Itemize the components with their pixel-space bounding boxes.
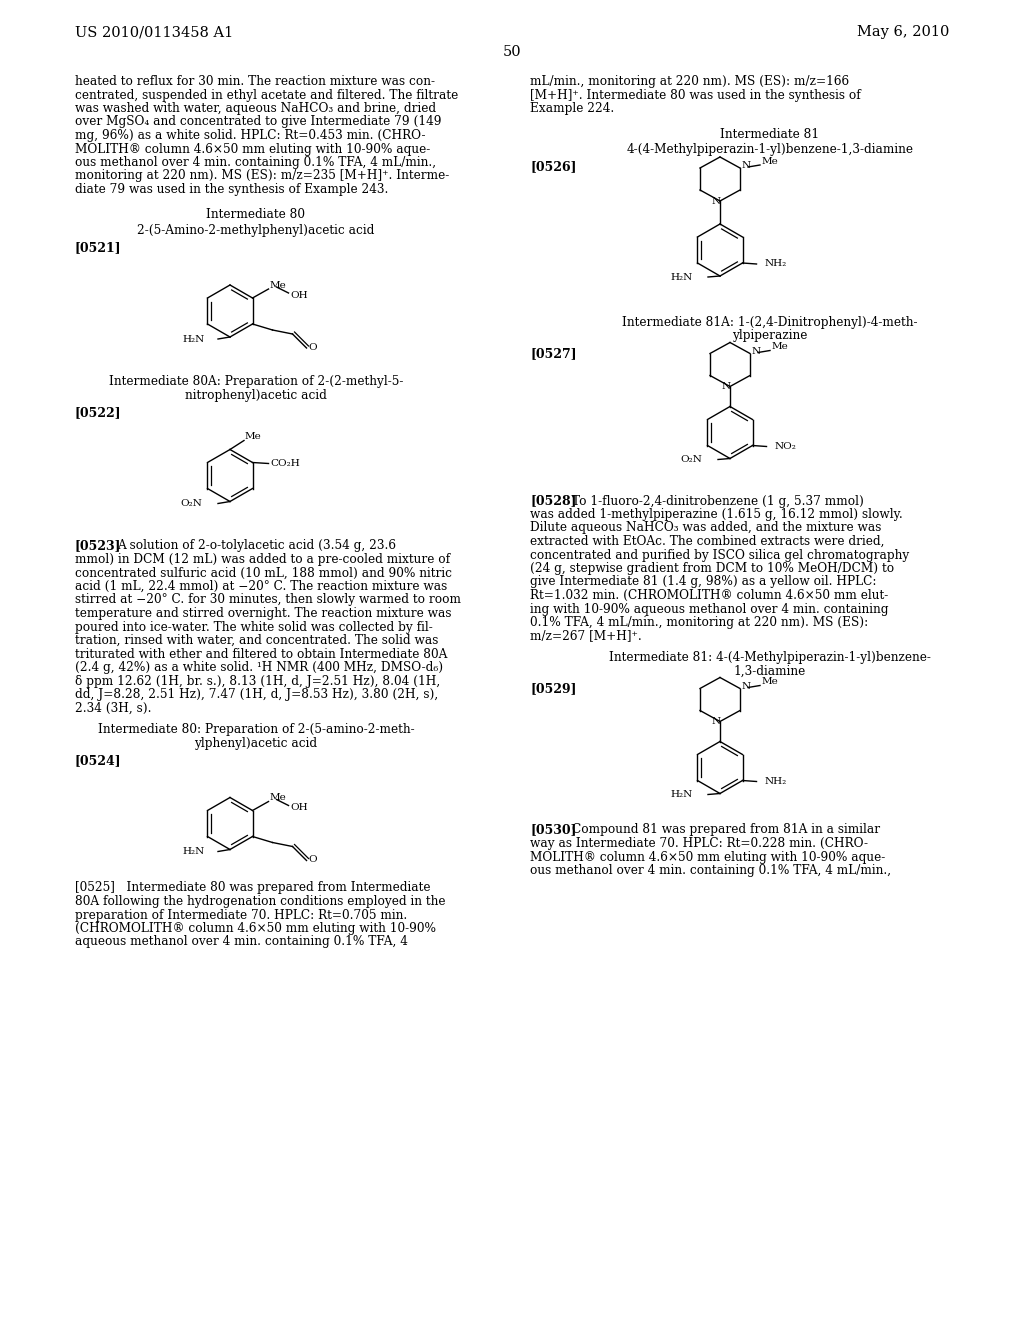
Text: OH: OH [291,803,308,812]
Text: m/z=267 [M+H]⁺.: m/z=267 [M+H]⁺. [530,630,642,643]
Text: (2.4 g, 42%) as a white solid. ¹H NMR (400 MHz, DMSO-d₆): (2.4 g, 42%) as a white solid. ¹H NMR (4… [75,661,443,675]
Text: H₂N: H₂N [670,789,692,799]
Text: tration, rinsed with water, and concentrated. The solid was: tration, rinsed with water, and concentr… [75,634,438,647]
Text: Me: Me [762,677,778,686]
Text: N: N [752,347,761,356]
Text: 4-(4-Methylpiperazin-1-yl)benzene-1,3-diamine: 4-(4-Methylpiperazin-1-yl)benzene-1,3-di… [627,143,913,156]
Text: stirred at −20° C. for 30 minutes, then slowly warmed to room: stirred at −20° C. for 30 minutes, then … [75,594,461,606]
Text: Dilute aqueous NaHCO₃ was added, and the mixture was: Dilute aqueous NaHCO₃ was added, and the… [530,521,882,535]
Text: heated to reflux for 30 min. The reaction mixture was con-: heated to reflux for 30 min. The reactio… [75,75,435,88]
Text: 0.1% TFA, 4 mL/min., monitoring at 220 nm). MS (ES):: 0.1% TFA, 4 mL/min., monitoring at 220 n… [530,616,868,630]
Text: concentrated sulfuric acid (10 mL, 188 mmol) and 90% nitric: concentrated sulfuric acid (10 mL, 188 m… [75,566,452,579]
Text: H₂N: H₂N [670,272,692,281]
Text: Intermediate 81: 4-(4-Methylpiperazin-1-yl)benzene-: Intermediate 81: 4-(4-Methylpiperazin-1-… [609,651,931,664]
Text: O: O [308,342,317,351]
Text: acid (1 mL, 22.4 mmol) at −20° C. The reaction mixture was: acid (1 mL, 22.4 mmol) at −20° C. The re… [75,579,447,593]
Text: N: N [712,197,721,206]
Text: poured into ice-water. The white solid was collected by fil-: poured into ice-water. The white solid w… [75,620,433,634]
Text: [0526]: [0526] [530,161,577,173]
Text: Me: Me [762,157,778,165]
Text: give Intermediate 81 (1.4 g, 98%) as a yellow oil. HPLC:: give Intermediate 81 (1.4 g, 98%) as a y… [530,576,877,589]
Text: MOLITH® column 4.6×50 mm eluting with 10-90% aque-: MOLITH® column 4.6×50 mm eluting with 10… [530,850,886,863]
Text: CO₂H: CO₂H [270,459,300,469]
Text: centrated, suspended in ethyl acetate and filtered. The filtrate: centrated, suspended in ethyl acetate an… [75,88,459,102]
Text: dd, J=8.28, 2.51 Hz), 7.47 (1H, d, J=8.53 Hz), 3.80 (2H, s),: dd, J=8.28, 2.51 Hz), 7.47 (1H, d, J=8.5… [75,688,438,701]
Text: [M+H]⁺. Intermediate 80 was used in the synthesis of: [M+H]⁺. Intermediate 80 was used in the … [530,88,861,102]
Text: temperature and stirred overnight. The reaction mixture was: temperature and stirred overnight. The r… [75,607,452,620]
Text: Me: Me [245,432,262,441]
Text: ous methanol over 4 min. containing 0.1% TFA, 4 mL/min.,: ous methanol over 4 min. containing 0.1%… [75,156,436,169]
Text: N: N [722,381,730,391]
Text: 2.34 (3H, s).: 2.34 (3H, s). [75,701,152,714]
Text: Intermediate 80A: Preparation of 2-(2-methyl-5-: Intermediate 80A: Preparation of 2-(2-me… [109,375,403,388]
Text: extracted with EtOAc. The combined extracts were dried,: extracted with EtOAc. The combined extra… [530,535,885,548]
Text: (CHROMOLITH® column 4.6×50 mm eluting with 10-90%: (CHROMOLITH® column 4.6×50 mm eluting wi… [75,921,436,935]
Text: O₂N: O₂N [680,455,701,465]
Text: diate 79 was used in the synthesis of Example 243.: diate 79 was used in the synthesis of Ex… [75,183,388,195]
Text: Intermediate 81: Intermediate 81 [721,128,819,140]
Text: May 6, 2010: May 6, 2010 [857,25,949,40]
Text: mg, 96%) as a white solid. HPLC: Rt=0.453 min. (CHRO-: mg, 96%) as a white solid. HPLC: Rt=0.45… [75,129,426,143]
Text: To 1-fluoro-2,4-dinitrobenzene (1 g, 5.37 mmol): To 1-fluoro-2,4-dinitrobenzene (1 g, 5.3… [572,495,864,507]
Text: Intermediate 80: Intermediate 80 [207,209,305,222]
Text: Intermediate 80: Preparation of 2-(5-amino-2-meth-: Intermediate 80: Preparation of 2-(5-ami… [97,723,415,737]
Text: Rt=1.032 min. (CHROMOLITH® column 4.6×50 mm elut-: Rt=1.032 min. (CHROMOLITH® column 4.6×50… [530,589,888,602]
Text: [0523]: [0523] [75,540,122,553]
Text: was added 1-methylpiperazine (1.615 g, 16.12 mmol) slowly.: was added 1-methylpiperazine (1.615 g, 1… [530,508,903,521]
Text: [0522]: [0522] [75,407,122,418]
Text: 50: 50 [503,45,521,59]
Text: ylpiperazine: ylpiperazine [732,330,808,342]
Text: preparation of Intermediate 70. HPLC: Rt=0.705 min.: preparation of Intermediate 70. HPLC: Rt… [75,908,408,921]
Text: NO₂: NO₂ [774,442,797,451]
Text: [0525]   Intermediate 80 was prepared from Intermediate: [0525] Intermediate 80 was prepared from… [75,882,430,895]
Text: was washed with water, aqueous NaHCO₃ and brine, dried: was washed with water, aqueous NaHCO₃ an… [75,102,436,115]
Text: Example 224.: Example 224. [530,102,614,115]
Text: US 2010/0113458 A1: US 2010/0113458 A1 [75,25,233,40]
Text: aqueous methanol over 4 min. containing 0.1% TFA, 4: aqueous methanol over 4 min. containing … [75,936,408,949]
Text: δ ppm 12.62 (1H, br. s.), 8.13 (1H, d, J=2.51 Hz), 8.04 (1H,: δ ppm 12.62 (1H, br. s.), 8.13 (1H, d, J… [75,675,440,688]
Text: Me: Me [269,793,287,803]
Text: mL/min., monitoring at 220 nm). MS (ES): m/z=166: mL/min., monitoring at 220 nm). MS (ES):… [530,75,849,88]
Text: Me: Me [269,281,287,289]
Text: Intermediate 81A: 1-(2,4-Dinitrophenyl)-4-meth-: Intermediate 81A: 1-(2,4-Dinitrophenyl)-… [623,315,918,329]
Text: monitoring at 220 nm). MS (ES): m/z=235 [M+H]⁺. Interme-: monitoring at 220 nm). MS (ES): m/z=235 … [75,169,450,182]
Text: NH₂: NH₂ [765,777,786,785]
Text: N: N [712,717,721,726]
Text: [0529]: [0529] [530,682,577,696]
Text: 2-(5-Amino-2-methylphenyl)acetic acid: 2-(5-Amino-2-methylphenyl)acetic acid [137,224,375,238]
Text: N: N [742,682,752,690]
Text: 1,3-diamine: 1,3-diamine [734,664,806,677]
Text: Me: Me [772,342,788,351]
Text: [0528]: [0528] [530,495,577,507]
Text: ylphenyl)acetic acid: ylphenyl)acetic acid [195,737,317,750]
Text: H₂N: H₂N [182,334,204,343]
Text: N: N [742,161,752,170]
Text: concentrated and purified by ISCO silica gel chromatography: concentrated and purified by ISCO silica… [530,549,909,561]
Text: ing with 10-90% aqueous methanol over 4 min. containing: ing with 10-90% aqueous methanol over 4 … [530,602,889,615]
Text: NH₂: NH₂ [765,260,786,268]
Text: O: O [308,855,317,865]
Text: way as Intermediate 70. HPLC: Rt=0.228 min. (CHRO-: way as Intermediate 70. HPLC: Rt=0.228 m… [530,837,868,850]
Text: MOLITH® column 4.6×50 mm eluting with 10-90% aque-: MOLITH® column 4.6×50 mm eluting with 10… [75,143,430,156]
Text: [0524]: [0524] [75,754,122,767]
Text: mmol) in DCM (12 mL) was added to a pre-cooled mixture of: mmol) in DCM (12 mL) was added to a pre-… [75,553,451,566]
Text: [0530]: [0530] [530,824,577,837]
Text: nitrophenyl)acetic acid: nitrophenyl)acetic acid [185,388,327,401]
Text: (24 g, stepwise gradient from DCM to 10% MeOH/DCM) to: (24 g, stepwise gradient from DCM to 10%… [530,562,894,576]
Text: over MgSO₄ and concentrated to give Intermediate 79 (149: over MgSO₄ and concentrated to give Inte… [75,116,441,128]
Text: [0521]: [0521] [75,242,122,255]
Text: O₂N: O₂N [180,499,202,508]
Text: ous methanol over 4 min. containing 0.1% TFA, 4 mL/min.,: ous methanol over 4 min. containing 0.1%… [530,865,891,876]
Text: OH: OH [291,290,308,300]
Text: [0527]: [0527] [530,347,577,360]
Text: triturated with ether and filtered to obtain Intermediate 80A: triturated with ether and filtered to ob… [75,648,447,660]
Text: Compound 81 was prepared from 81A in a similar: Compound 81 was prepared from 81A in a s… [572,824,880,837]
Text: A solution of 2-o-tolylacetic acid (3.54 g, 23.6: A solution of 2-o-tolylacetic acid (3.54… [117,540,396,553]
Text: 80A following the hydrogenation conditions employed in the: 80A following the hydrogenation conditio… [75,895,445,908]
Text: H₂N: H₂N [182,847,204,855]
